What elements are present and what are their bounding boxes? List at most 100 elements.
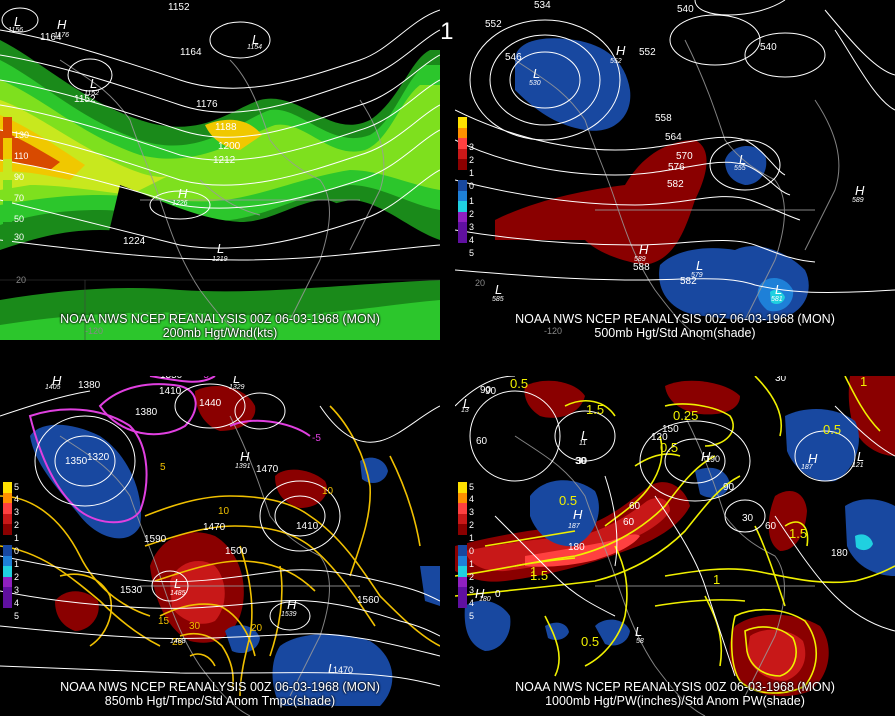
pressure-center-value: 1470 xyxy=(333,665,354,675)
temp-label: 10 xyxy=(218,506,230,517)
latitude-label: 20 xyxy=(16,275,27,285)
legend-label: 5 xyxy=(469,248,475,258)
pw-label: 1 xyxy=(713,572,721,587)
legend-label: 0 xyxy=(469,181,475,191)
anom-neg-shade-8 xyxy=(855,534,873,551)
pressure-center-value: 180 xyxy=(479,596,491,603)
high-center-symbol: H xyxy=(475,586,485,601)
anom-pos-shade-1 xyxy=(495,140,707,265)
anom-neg-shade-1 xyxy=(530,480,599,547)
contour-label: 558 xyxy=(655,113,672,124)
low-center-symbol: L xyxy=(233,376,241,386)
pw-label: 0.5 xyxy=(559,493,578,508)
contour-label: 534 xyxy=(534,0,551,11)
anom-neg-shade-5 xyxy=(770,289,785,305)
low-center-symbol: L xyxy=(696,258,704,273)
panel-title: NOAA NWS NCEP REANALYSIS 00Z 06-03-1968 … xyxy=(0,680,440,708)
contour-label: 552 xyxy=(639,47,656,58)
panel-title: NOAA NWS NCEP REANALYSIS 00Z 06-03-1968 … xyxy=(455,680,895,708)
pressure-center-value: 585 xyxy=(492,296,504,303)
temp-label: -5 xyxy=(200,376,209,381)
pressure-center-value: 190 xyxy=(705,454,721,464)
high-center-symbol: H xyxy=(701,449,711,464)
contour-label: 90 xyxy=(723,482,735,493)
contour-label: 1410 xyxy=(159,386,182,397)
legend-label: 2 xyxy=(469,209,475,219)
legend-label: 130 xyxy=(14,130,30,140)
latitude-label: 20 xyxy=(475,278,486,288)
height-contours xyxy=(0,7,440,261)
high-center-symbol: H xyxy=(52,376,62,388)
anomaly-legend xyxy=(458,117,467,243)
pressure-center-value: 1329 xyxy=(229,384,245,391)
contour-label: 1470 xyxy=(256,464,279,475)
anom-pos-shade-2 xyxy=(465,497,670,572)
contour-label: 0 xyxy=(495,589,501,600)
contour-label: 30 xyxy=(575,456,587,467)
contour-label: 1380 xyxy=(78,380,101,391)
temp-label: 30 xyxy=(189,621,201,632)
legend-label: 4 xyxy=(469,598,475,608)
height-contours xyxy=(0,383,440,687)
pressure-center-value: 13 xyxy=(461,407,469,414)
low-center-symbol: L xyxy=(581,428,589,443)
pressure-center-value: 1485 xyxy=(170,590,186,597)
wind-shade-50-south xyxy=(0,300,440,340)
pressure-center-value: 1176 xyxy=(54,32,70,39)
pw-label: 0.5 xyxy=(660,440,679,455)
legend-label: 110 xyxy=(14,151,29,161)
contour-label: 1440 xyxy=(199,398,222,409)
panel-title-line2: 850mb Hgt/Tmpc/Std Anom Tmpc(shade) xyxy=(104,694,336,708)
low-center-symbol: L xyxy=(775,282,783,297)
calm-region xyxy=(100,185,360,270)
high-center-symbol: H xyxy=(855,183,865,198)
legend-label: 2 xyxy=(14,572,20,582)
temp-label: 25 xyxy=(172,637,184,648)
pressure-center-value: 121 xyxy=(852,462,864,469)
contour-label: 180 xyxy=(831,548,848,559)
contour-label: 582 xyxy=(667,179,684,190)
panel-title-line1: NOAA NWS NCEP REANALYSIS 00Z 06-03-1968 … xyxy=(515,680,835,694)
height-contours xyxy=(455,0,895,293)
graticule xyxy=(0,279,440,340)
legend-label: 5 xyxy=(469,611,475,621)
legend-label: 5 xyxy=(469,482,475,492)
contour-label: 1212 xyxy=(213,155,236,166)
legend-label: 2 xyxy=(469,572,475,582)
legend-label: 4 xyxy=(14,494,20,504)
pressure-center-value: 1219 xyxy=(212,256,228,263)
contour-label: 1530 xyxy=(120,585,143,596)
legend-label: 3 xyxy=(469,142,475,152)
contour-label: 1470 xyxy=(203,522,226,533)
legend-label: 3 xyxy=(14,507,20,517)
low-center-symbol: L xyxy=(174,576,182,591)
anom-neg-shade-3 xyxy=(845,499,895,576)
legend-label: 50 xyxy=(14,214,25,224)
anom-neg-shade-2 xyxy=(272,634,393,706)
pressure-center-value: 1391 xyxy=(235,463,251,470)
pressure-center-value: 589 xyxy=(634,256,646,263)
pressure-center-value: 187 xyxy=(568,523,580,530)
contour-label: 1164 xyxy=(180,47,202,58)
contour-label: 150 xyxy=(662,424,679,435)
low-center-symbol: L xyxy=(463,396,471,411)
legend-label: 3 xyxy=(469,222,475,232)
high-center-symbol: H xyxy=(639,242,649,257)
anom-neg-shade-2 xyxy=(785,409,859,482)
pw-contours xyxy=(455,376,895,694)
high-center-symbol: H xyxy=(178,186,188,201)
pw-label: 0.25 xyxy=(673,408,699,423)
low-center-symbol: L xyxy=(739,152,747,167)
anom-neg-shade-4 xyxy=(360,457,388,483)
contour-label: 1188 xyxy=(215,122,237,133)
contour-label: 582 xyxy=(680,276,697,287)
legend-label: 1 xyxy=(469,533,475,543)
anom-neg-shade-4 xyxy=(464,600,511,651)
pw-label: 1 xyxy=(860,376,868,389)
panel-title-line2: 500mb Hgt/Std Anom(shade) xyxy=(594,326,756,340)
longitude-label: -120 xyxy=(85,326,104,336)
contour-label: 588 xyxy=(633,262,650,273)
pressure-center-value: 579 xyxy=(691,272,703,279)
legend-label: 1 xyxy=(14,533,20,543)
low-center-symbol: L xyxy=(252,32,260,47)
